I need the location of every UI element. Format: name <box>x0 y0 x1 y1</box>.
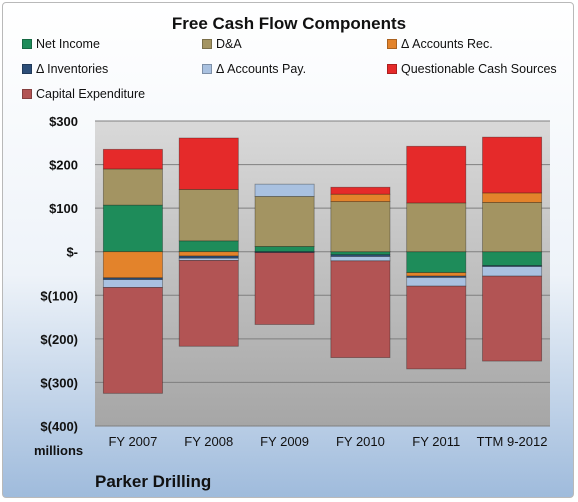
bar-d-a-ttm-9-2012 <box>482 202 543 253</box>
legend-label: Capital Expenditure <box>36 87 146 101</box>
legend-item-accounts-pay: Δ Accounts Pay. <box>202 62 306 76</box>
bar-d-a-fy-2008 <box>178 189 239 242</box>
bar-accounts-pay-fy-2011 <box>406 277 467 287</box>
bar-accounts-rec-fy-2007 <box>102 251 163 279</box>
bar-capital-expenditure-fy-2011 <box>406 285 467 370</box>
units-label: millions <box>34 443 84 458</box>
legend-item-net-income: Net Income <box>22 37 100 51</box>
legend-swatch <box>22 39 32 49</box>
bar-net-income-fy-2008 <box>178 240 239 253</box>
bar-capital-expenditure-fy-2010 <box>330 260 391 358</box>
bar-d-a-fy-2010 <box>330 201 391 253</box>
bar-accounts-rec-fy-2011 <box>406 272 467 277</box>
bar-capital-expenditure-ttm-9-2012 <box>482 275 543 362</box>
legend-swatch <box>387 64 397 74</box>
bar-accounts-pay-fy-2007 <box>102 279 163 288</box>
y-tick-label: $(300) <box>40 375 78 390</box>
bar-d-a-fy-2011 <box>406 202 467 253</box>
legend-swatch <box>22 89 32 99</box>
x-tick-label: FY 2009 <box>260 434 309 449</box>
x-tick-label: FY 2008 <box>184 434 233 449</box>
legend-item-d-a: D&A <box>202 37 242 51</box>
bar-questionable-cash-sources-fy-2011 <box>406 145 467 204</box>
chart-title: Free Cash Flow Components <box>171 14 407 33</box>
y-tick-label: $(400) <box>40 419 78 434</box>
bar-questionable-cash-sources-fy-2007 <box>102 148 163 170</box>
x-tick-label: FY 2007 <box>108 434 157 449</box>
bar-accounts-rec-fy-2008 <box>178 251 239 257</box>
bar-questionable-cash-sources-fy-2010 <box>330 186 391 195</box>
bar-capital-expenditure-fy-2009 <box>254 252 315 325</box>
x-tick-label: FY 2010 <box>336 434 385 449</box>
bar-d-a-fy-2009 <box>254 195 315 247</box>
legend-label: Net Income <box>36 37 100 51</box>
legend: Net Income D&A Δ Accounts Rec. Δ Inventorie… <box>0 0 578 110</box>
y-tick-label: $200 <box>49 158 78 173</box>
bar-net-income-fy-2007 <box>102 204 163 253</box>
legend-item-questionable-cash-sources: Questionable Cash Sources <box>387 62 557 76</box>
y-tick-label: $- <box>66 245 78 260</box>
legend-swatch <box>202 64 212 74</box>
y-tick-label: $(200) <box>40 332 78 347</box>
legend-item-accounts-rec: Δ Accounts Rec. <box>387 37 493 51</box>
bar-net-income-fy-2011 <box>406 251 467 274</box>
bar-net-income-fy-2010 <box>330 251 391 256</box>
bar-capital-expenditure-fy-2007 <box>102 287 163 394</box>
legend-swatch <box>202 39 212 49</box>
legend-swatch <box>387 39 397 49</box>
x-tick-label: FY 2011 <box>412 434 460 449</box>
bar-accounts-rec-fy-2010 <box>330 193 391 203</box>
legend-label: Δ Accounts Pay. <box>216 62 307 76</box>
legend-label: D&A <box>216 37 242 51</box>
x-tick-label: TTM 9-2012 <box>477 434 548 449</box>
legend-label: Δ Inventories <box>36 62 109 76</box>
bar-net-income-ttm-9-2012 <box>482 251 543 267</box>
legend-item-inventories: Δ Inventories <box>22 62 108 76</box>
legend-swatch <box>22 64 32 74</box>
legend-label: Questionable Cash Sources <box>401 62 557 76</box>
company-label: Parker Drilling <box>95 472 212 491</box>
y-tick-label: $100 <box>49 201 78 216</box>
bar-questionable-cash-sources-fy-2008 <box>178 137 239 190</box>
bar-accounts-pay-fy-2009 <box>254 183 315 197</box>
bar-questionable-cash-sources-ttm-9-2012 <box>482 136 543 194</box>
y-tick-label: $(100) <box>40 288 78 303</box>
bar-net-income-fy-2009 <box>254 246 315 253</box>
bar-d-a-fy-2007 <box>102 168 163 206</box>
y-tick-label: $300 <box>49 114 78 129</box>
legend-label: Δ Accounts Rec. <box>401 37 493 51</box>
bar-accounts-pay-fy-2010 <box>330 256 391 262</box>
bar-accounts-pay-ttm-9-2012 <box>482 266 543 277</box>
plot-area <box>95 121 550 426</box>
bar-capital-expenditure-fy-2008 <box>178 260 239 347</box>
bar-accounts-rec-ttm-9-2012 <box>482 192 543 203</box>
legend-item-capital-expenditure: Capital Expenditure <box>22 87 145 101</box>
